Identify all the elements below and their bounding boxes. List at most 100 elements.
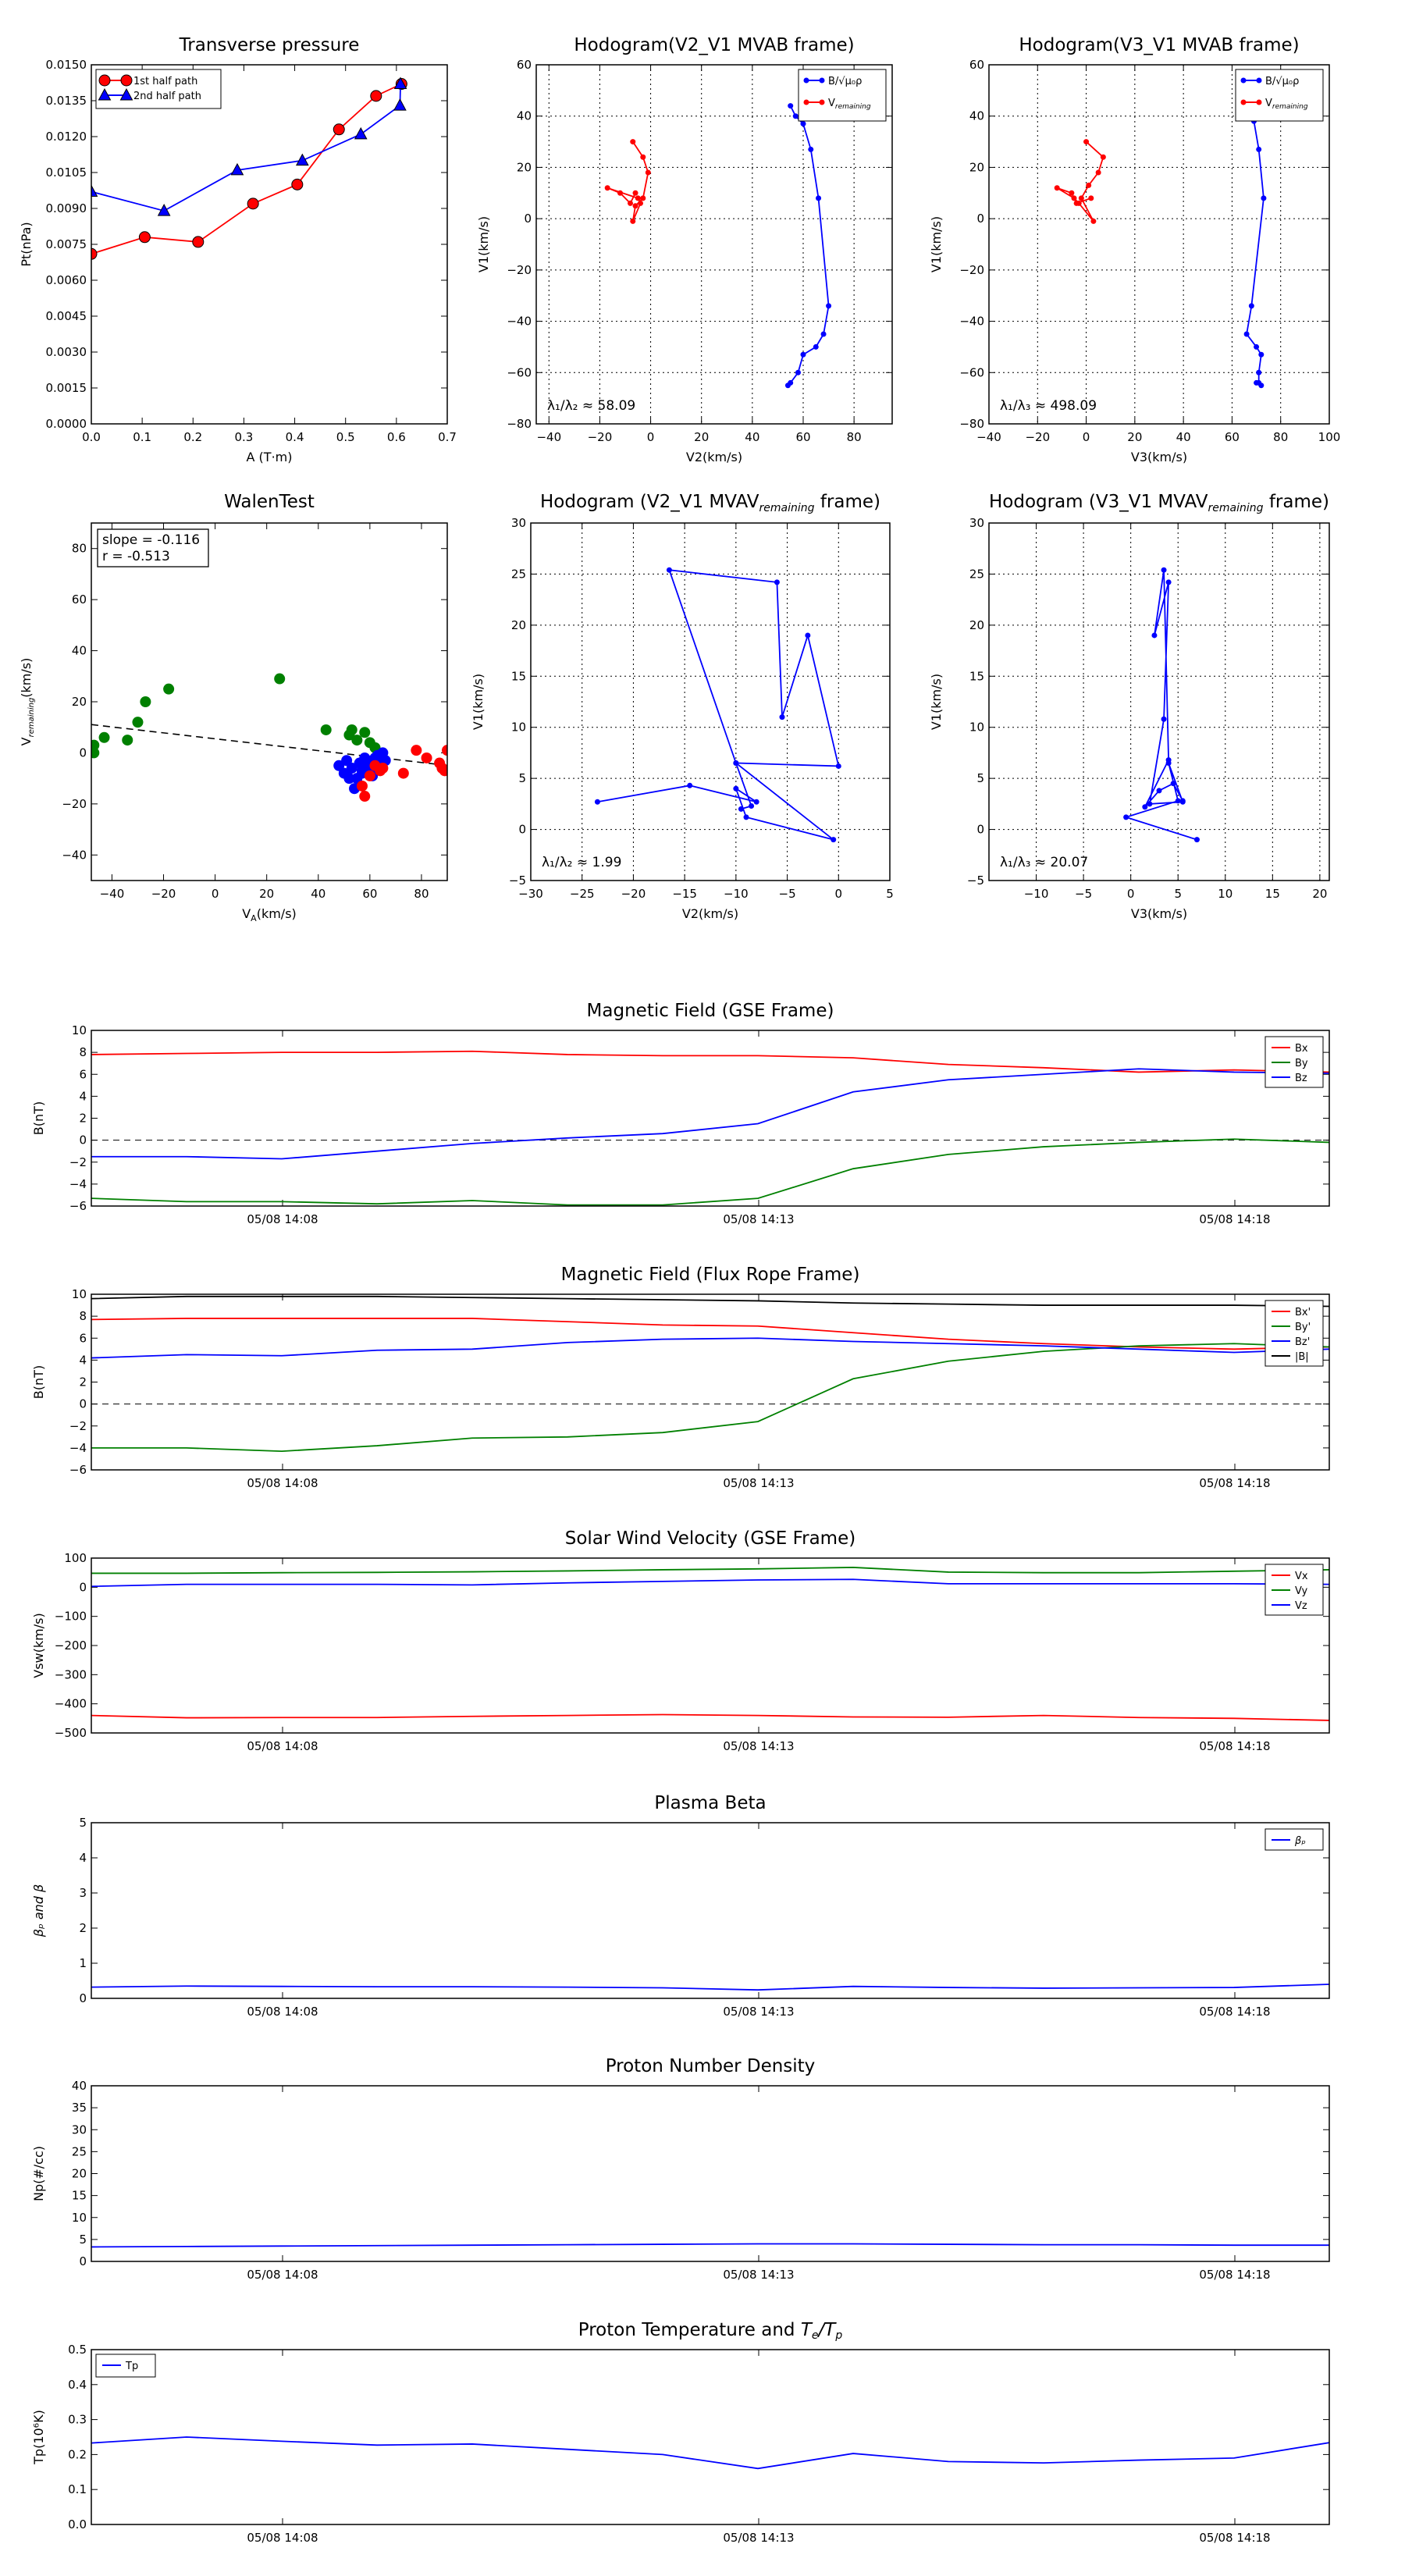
series-point xyxy=(1095,169,1101,176)
legend-label: By xyxy=(1295,1058,1308,1069)
scatter-point xyxy=(132,717,144,728)
series-point xyxy=(820,331,827,337)
series-point xyxy=(628,200,634,206)
scatter-point xyxy=(346,724,357,735)
series-line xyxy=(91,1337,1329,1359)
legend-box xyxy=(95,69,222,109)
plot-area xyxy=(91,76,407,260)
series-point xyxy=(1258,382,1264,389)
scatter-point xyxy=(333,760,345,771)
series-point xyxy=(1170,781,1176,787)
series-point xyxy=(816,195,822,201)
series-point xyxy=(1254,343,1260,350)
x-tick-label: 5 xyxy=(886,887,894,901)
y-tick-label: 0.0120 xyxy=(46,130,87,144)
y-tick-label: 0.0060 xyxy=(46,273,87,287)
chart-beta: Plasma Beta 0 1 2 3 4 5 05/08 14:08 05/08 14:13 0… xyxy=(31,1793,1330,2019)
y-axis-label: V1(km/s) xyxy=(929,216,944,272)
series-point xyxy=(1083,139,1090,145)
series-point xyxy=(630,139,636,145)
scatter-point xyxy=(98,731,110,743)
legend: B/√μ₀ρ Vremaining xyxy=(798,69,887,122)
series-point xyxy=(1147,801,1153,807)
x-tick-label: 80 xyxy=(1273,430,1288,444)
y-axis-label: B(nT) xyxy=(31,1365,46,1399)
x-tick-label: −15 xyxy=(672,887,697,901)
scatter-point xyxy=(411,745,422,756)
y-tick-label: 5 xyxy=(79,2233,87,2247)
plot-area xyxy=(594,567,841,843)
legend-label: Bz' xyxy=(1295,1336,1310,1348)
legend-label: |B| xyxy=(1295,1351,1309,1363)
series-marker xyxy=(157,204,171,216)
legend: βₚ xyxy=(1264,1828,1324,1851)
y-tick-label: 10 xyxy=(969,720,984,735)
series-marker xyxy=(296,153,309,166)
series-point xyxy=(1165,579,1172,585)
y-axis-label: V1(km/s) xyxy=(476,216,491,272)
y-tick-label: −60 xyxy=(959,365,984,379)
y-tick-label: 0 xyxy=(976,212,984,226)
x-tick-label: −40 xyxy=(976,430,1001,444)
y-tick-label: 0 xyxy=(79,745,87,760)
scatter-point xyxy=(343,773,355,785)
legend-label: 2nd half path xyxy=(133,91,201,102)
y-tick-label: 40 xyxy=(969,109,984,123)
series-point xyxy=(749,802,755,809)
y-tick-label: −80 xyxy=(507,417,532,431)
series-line xyxy=(787,105,830,386)
y-tick-label: 0.0135 xyxy=(46,94,87,108)
y-tick-label: 10 xyxy=(72,1287,87,1301)
series-point xyxy=(779,714,785,720)
y-tick-label: 60 xyxy=(72,592,87,607)
x-tick-label: 0.0 xyxy=(82,430,101,444)
series-point xyxy=(1142,804,1148,810)
axes-frame xyxy=(91,64,448,425)
chart-title: Hodogram(V2_V1 MVAB frame) xyxy=(574,35,854,55)
y-tick-label: 25 xyxy=(72,2144,87,2158)
y-tick-label: −400 xyxy=(55,1697,87,1711)
x-axis-label: V2(km/s) xyxy=(682,906,738,921)
y-tick-label: −20 xyxy=(959,263,984,277)
series-point xyxy=(1261,195,1267,201)
series-line xyxy=(91,2436,1329,2470)
y-tick-label: 4 xyxy=(79,1353,87,1367)
y-tick-label: −60 xyxy=(507,365,532,379)
scatter-point xyxy=(320,724,332,735)
series-point xyxy=(1086,182,1092,188)
chart-title: Hodogram(V3_V1 MVAB frame) xyxy=(1019,35,1299,55)
chart-title: Hodogram (V3_V1 MVAVremaining frame) xyxy=(989,492,1329,514)
series-point xyxy=(1175,798,1181,804)
y-tick-label: 60 xyxy=(517,58,532,72)
scatter-point xyxy=(442,745,447,756)
y-tick-label: −2 xyxy=(69,1419,87,1433)
series-point xyxy=(1161,716,1167,722)
series-marker xyxy=(91,247,98,260)
y-tick-label: −300 xyxy=(55,1667,87,1681)
x-tick-label: −10 xyxy=(1024,887,1049,901)
series-point xyxy=(792,113,799,119)
series-line xyxy=(1123,570,1197,841)
series-line xyxy=(597,569,840,841)
scatter-point xyxy=(356,780,368,792)
chart-title: Magnetic Field (GSE Frame) xyxy=(587,1001,834,1021)
scatter-point xyxy=(364,770,375,781)
x-tick-label: 5 xyxy=(1174,887,1182,901)
legend-marker xyxy=(1240,77,1247,84)
legend-label: Bx' xyxy=(1295,1307,1311,1318)
axes-frame xyxy=(530,522,891,881)
x-axis-label: VA(km/s) xyxy=(242,906,297,923)
series-marker xyxy=(370,90,382,102)
legend-marker xyxy=(1240,99,1247,105)
x-tick-label: 0 xyxy=(1083,430,1090,444)
y-tick-label: 8 xyxy=(79,1309,87,1323)
series-marker xyxy=(333,123,345,136)
y-tick-label: −6 xyxy=(69,1463,87,1477)
x-tick-label: 05/08 14:13 xyxy=(723,1212,794,1226)
series-point xyxy=(1193,837,1200,843)
x-tick-label: 100 xyxy=(1318,430,1341,444)
axes-frame xyxy=(91,1822,1330,1999)
scatter-point xyxy=(163,683,175,695)
chart-title: Solar Wind Velocity (GSE Frame) xyxy=(565,1528,855,1549)
series-point xyxy=(1151,632,1158,639)
